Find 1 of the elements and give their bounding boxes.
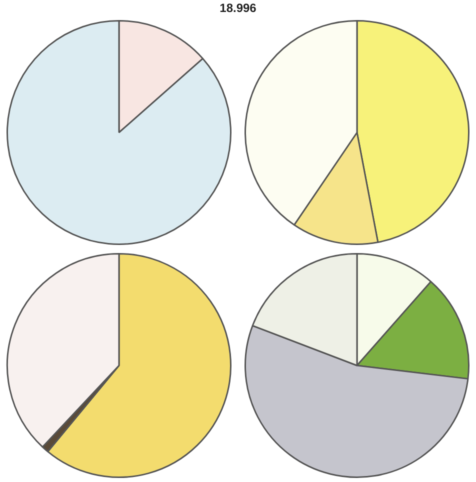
chart-title: 18.996 xyxy=(218,0,258,16)
